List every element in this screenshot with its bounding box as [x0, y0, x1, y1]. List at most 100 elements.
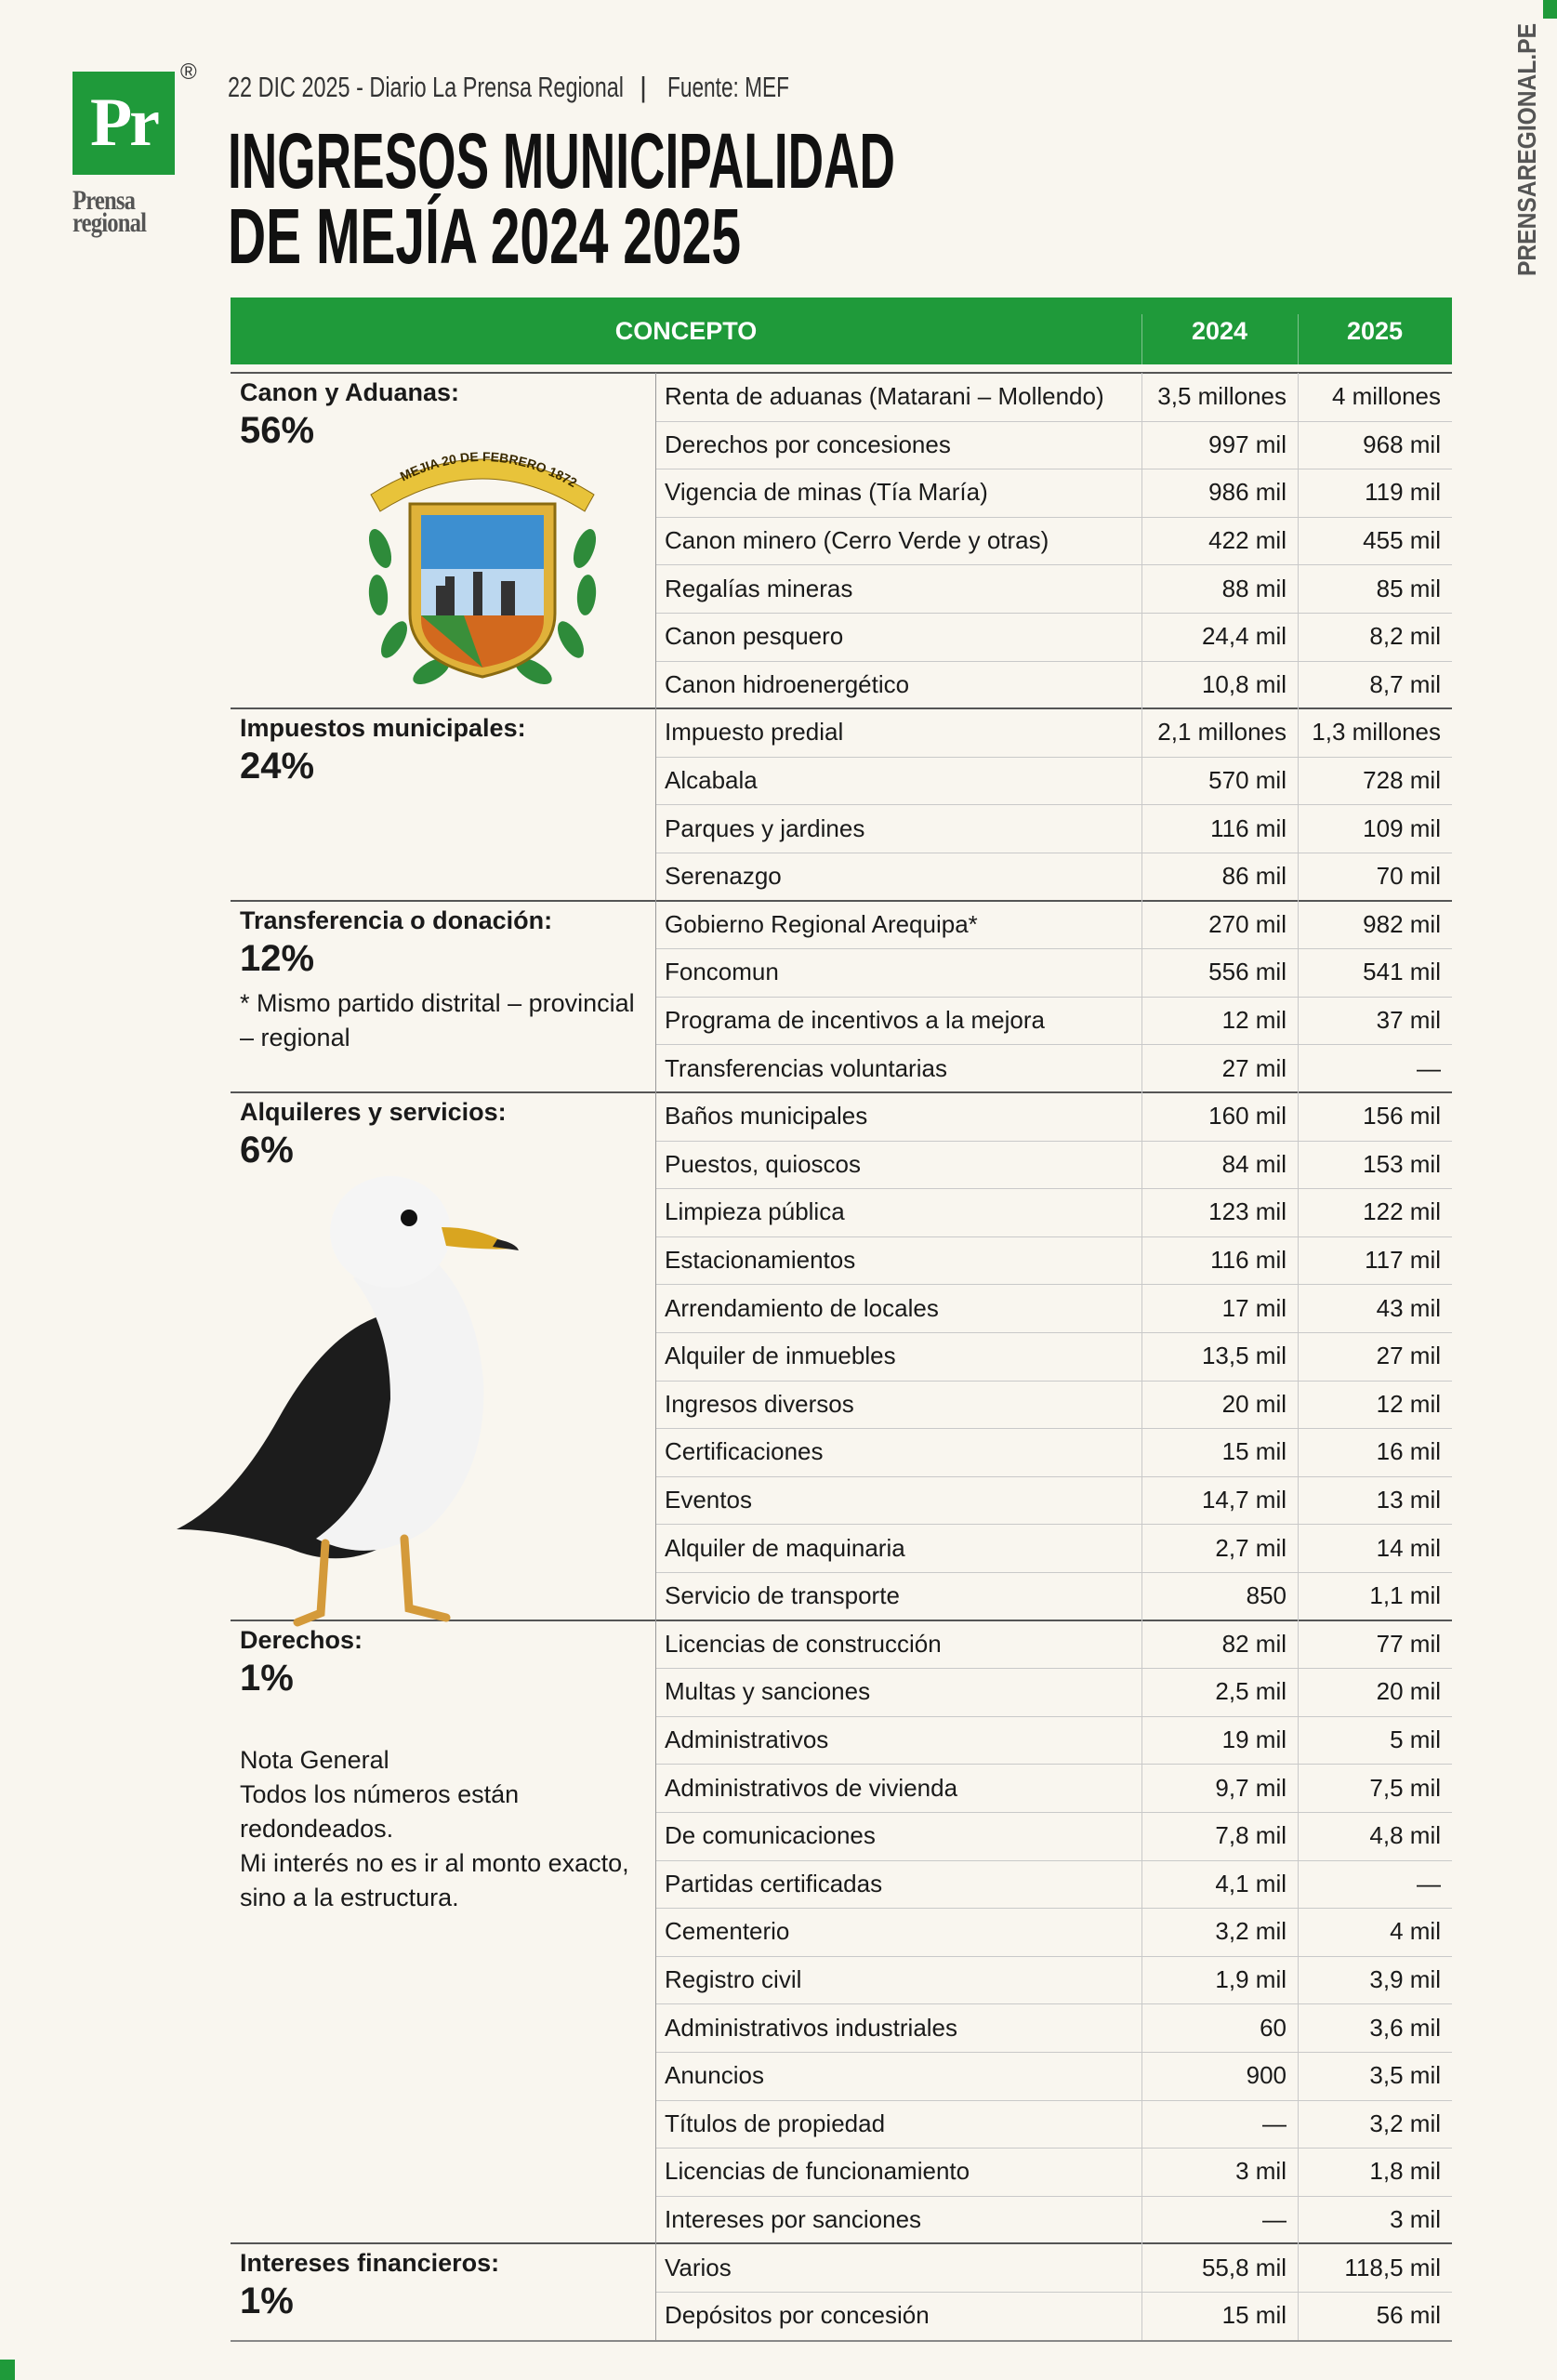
- concept: Canon minero (Cerro Verde y otras): [665, 526, 1049, 555]
- concept: Transferencias voluntarias: [665, 1053, 947, 1082]
- concept: Partidas certificadas: [665, 1869, 883, 1897]
- row-divider: [655, 1668, 1452, 1670]
- value-2025: 109 mil: [1363, 813, 1441, 842]
- row-divider: [655, 996, 1452, 998]
- value-2024: —: [1262, 2109, 1287, 2137]
- value-2024: 24,4 mil: [1201, 622, 1287, 651]
- value-2025: 153 mil: [1363, 1149, 1441, 1178]
- row-divider: [655, 756, 1452, 758]
- body: [316, 1241, 484, 1551]
- value-2024: 570 mil: [1208, 766, 1287, 795]
- seagull: [177, 1176, 519, 1627]
- value-2025: 13 mil: [1376, 1486, 1441, 1514]
- table: CONCEPTO 2024 2025 Canon y Aduanas: 56% Re…: [231, 298, 1452, 2343]
- concept: Multas y sanciones: [665, 1677, 871, 1706]
- row-divider: [655, 1284, 1452, 1286]
- value-2024: 19 mil: [1221, 1726, 1287, 1754]
- value-2024: 27 mil: [1221, 1053, 1287, 1082]
- value-2024: 15 mil: [1221, 2301, 1287, 2330]
- value-2024: 60: [1260, 2013, 1287, 2042]
- group-divider: [231, 372, 1452, 374]
- value-2024: 900: [1246, 2061, 1287, 2090]
- brand-line: regional: [73, 207, 147, 238]
- row-divider: [655, 1188, 1452, 1190]
- laurel: [368, 529, 597, 684]
- value-2024: 2,1 millones: [1157, 718, 1287, 747]
- concept: Intereses por sanciones: [665, 2205, 922, 2234]
- logo-mark: Pr: [73, 72, 175, 175]
- value-2025: 5 mil: [1390, 1726, 1441, 1754]
- concept: Anuncios: [665, 2061, 764, 2090]
- concept: Varios: [665, 2253, 732, 2281]
- concept: Registro civil: [665, 1965, 802, 1994]
- row-divider: [655, 948, 1452, 950]
- row-divider: [655, 1715, 1452, 1717]
- group-note: Nota General Todos los números están redo…: [240, 1743, 649, 1915]
- row-divider: [655, 804, 1452, 806]
- row-divider: [655, 1236, 1452, 1237]
- value-2025: 4 millones: [1331, 382, 1441, 411]
- row-divider: [655, 1475, 1452, 1477]
- value-2025: 982 mil: [1363, 909, 1441, 938]
- date-source: 22 DIC 2025 - Diario La Prensa Regional: [228, 71, 624, 103]
- value-2024: 556 mil: [1208, 958, 1287, 986]
- value-2024: 422 mil: [1208, 526, 1287, 555]
- column-header: 2025: [1346, 316, 1404, 345]
- value-2025: 3,2 mil: [1369, 2109, 1441, 2137]
- concept: Administrativos industriales: [665, 2013, 958, 2042]
- group-note: * Mismo partido distrital – provincial –…: [240, 986, 649, 1055]
- value-2024: 2,7 mil: [1215, 1533, 1287, 1562]
- value-2025: 37 mil: [1376, 1006, 1441, 1035]
- value-2024: 20 mil: [1221, 1389, 1287, 1418]
- group-percent: 1%: [240, 1657, 294, 1699]
- row-divider: [655, 516, 1452, 518]
- group-percent: 56%: [240, 410, 315, 451]
- concept: Limpieza pública: [665, 1197, 845, 1226]
- value-2025: 20 mil: [1376, 1677, 1441, 1706]
- value-2025: 4 mil: [1390, 1917, 1441, 1946]
- concept: Alquiler de maquinaria: [665, 1533, 905, 1562]
- value-2025: 541 mil: [1363, 958, 1441, 986]
- beak-tip: [493, 1239, 519, 1250]
- row-divider: [655, 1955, 1452, 1957]
- separator: |: [640, 71, 647, 103]
- value-2024: 2,5 mil: [1215, 1677, 1287, 1706]
- city: [436, 572, 515, 615]
- concept: Canon pesquero: [665, 622, 844, 651]
- concept: Alcabala: [665, 766, 758, 795]
- header-divider: [1298, 314, 1299, 364]
- concept: Baños municipales: [665, 1102, 868, 1130]
- side-text: PRENSAREGIONAL.PE: [1512, 23, 1541, 276]
- concept: Cementerio: [665, 1917, 790, 1946]
- value-2024: 160 mil: [1208, 1102, 1287, 1130]
- table-header: CONCEPTO 2024 2025: [231, 298, 1452, 364]
- row-divider: [655, 1428, 1452, 1430]
- group-percent: 6%: [240, 1130, 294, 1170]
- row-divider: [655, 2195, 1452, 2197]
- group-label: Alquileres y servicios:: [240, 1098, 507, 1126]
- row-divider: [655, 2003, 1452, 2005]
- group-divider: [231, 707, 1452, 710]
- value-2025: 7,5 mil: [1369, 1773, 1441, 1802]
- value-2024: 4,1 mil: [1215, 1869, 1287, 1897]
- concept: Depósitos por concesión: [665, 2301, 930, 2330]
- value-2025: 12 mil: [1376, 1389, 1441, 1418]
- corner-mark: [1543, 0, 1557, 19]
- concept: Canon hidroenergético: [665, 669, 910, 698]
- row-divider: [655, 1764, 1452, 1765]
- head: [330, 1176, 451, 1288]
- value-2025: 27 mil: [1376, 1342, 1441, 1370]
- row-divider: [655, 660, 1452, 662]
- group-percent: 12%: [240, 937, 315, 979]
- group-divider: [231, 899, 1452, 902]
- concept: Licencias de funcionamiento: [665, 2157, 970, 2186]
- value-2025: 118,5 mil: [1344, 2253, 1441, 2281]
- legs: [293, 1534, 451, 1627]
- value-2024: 116 mil: [1210, 1246, 1287, 1275]
- group-label: Derechos:: [240, 1625, 363, 1654]
- concept: Vigencia de minas (Tía María): [665, 478, 988, 507]
- value-2025: 3 mil: [1390, 2205, 1441, 2234]
- value-2024: 116 mil: [1210, 813, 1287, 842]
